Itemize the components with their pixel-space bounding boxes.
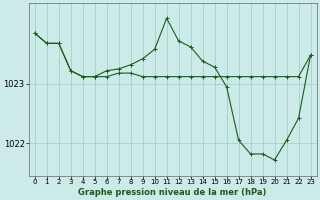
X-axis label: Graphe pression niveau de la mer (hPa): Graphe pression niveau de la mer (hPa) (78, 188, 267, 197)
